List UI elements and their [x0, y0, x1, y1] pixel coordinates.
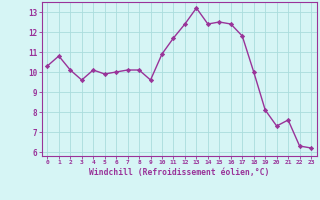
X-axis label: Windchill (Refroidissement éolien,°C): Windchill (Refroidissement éolien,°C) [89, 168, 269, 177]
